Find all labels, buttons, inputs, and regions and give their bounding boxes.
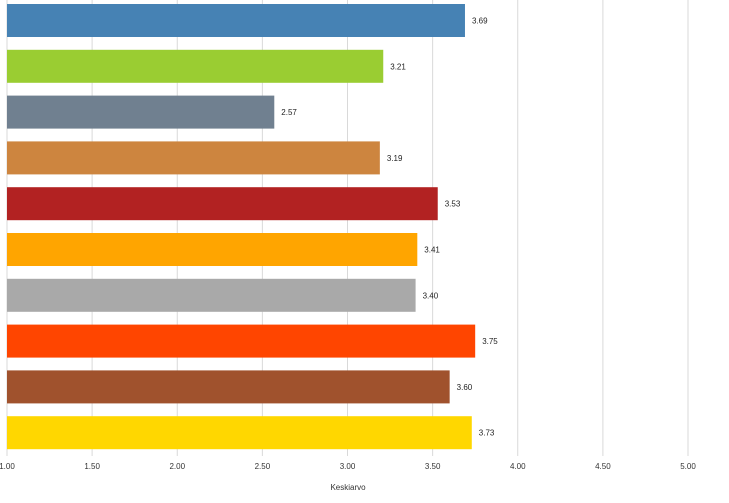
bar [7,370,450,404]
bar-value-label: 3.69 [472,17,488,26]
x-tick-label: 4.00 [510,462,526,471]
x-tick-label: 1.50 [84,462,100,471]
x-tick-label: 1.00 [0,462,15,471]
bar [7,233,418,266]
x-tick-label: 4.50 [595,462,611,471]
bar-value-label: 3.19 [387,154,403,163]
x-tick-label: 2.00 [169,462,185,471]
bar [7,416,472,450]
bars [7,4,476,450]
x-tick-label: 3.50 [425,462,441,471]
bar-value-label: 3.21 [390,62,406,71]
bar [7,141,380,175]
x-tick-label: 5.00 [680,462,696,471]
x-axis-ticks: 1.00 1.50 2.00 2.50 3.00 3.50 4.00 4.50 5.00 [0,462,696,471]
bar-value-label: 3.53 [445,200,461,209]
bar [7,4,465,37]
bar [7,324,476,358]
bar [7,49,384,83]
x-tick-label: 2.50 [255,462,271,471]
bar [7,95,275,129]
bar-value-label: 3.73 [479,429,495,438]
bar-value-label: 3.40 [423,291,439,300]
bar-value-label: 3.60 [457,383,473,392]
bar-value-label: 3.41 [424,246,440,255]
bar-value-label: 2.57 [281,108,297,117]
bar [7,278,416,312]
bar-value-label: 3.75 [482,337,498,346]
x-axis-title: Keskiarvo [330,483,366,492]
x-tick-label: 3.00 [340,462,356,471]
data-labels: 3.69 3.21 2.57 3.19 3.53 3.41 3.40 3.75 3.60 3.73 [281,17,498,438]
bar [7,187,438,221]
